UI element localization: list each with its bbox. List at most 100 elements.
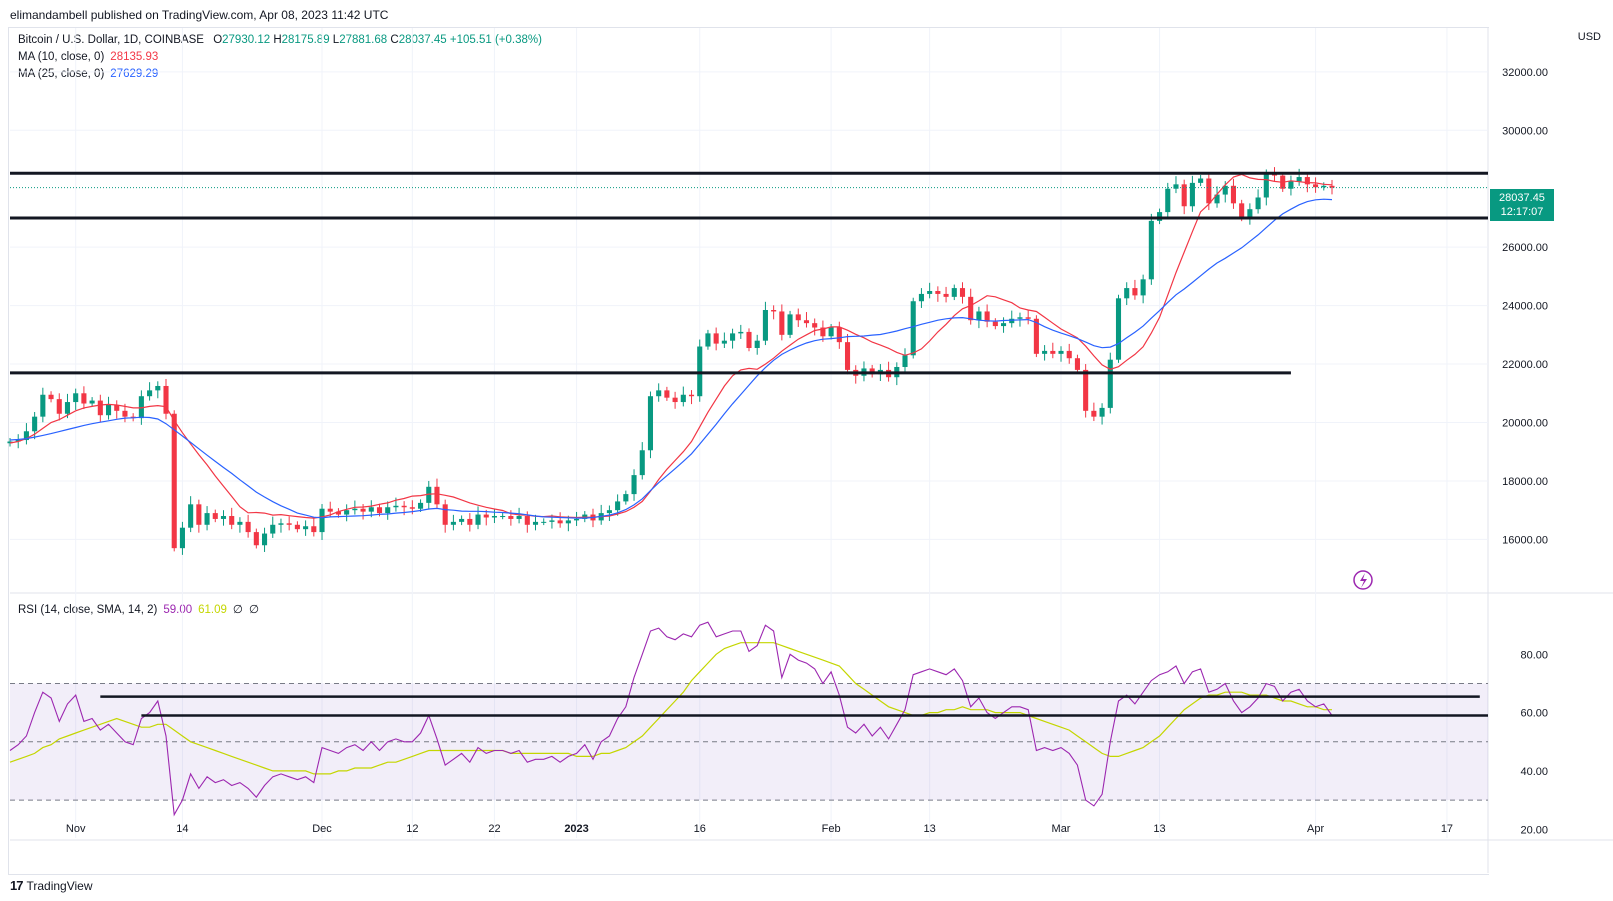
candle (114, 404, 120, 411)
time-tick-label: 22 (488, 823, 500, 835)
symbol-legend[interactable]: Bitcoin / U.S. Dollar, 1D, COINBASE O279… (18, 34, 542, 46)
candle (7, 441, 13, 444)
candle (286, 523, 292, 525)
candle (951, 288, 957, 297)
candle (360, 508, 366, 512)
candle (1058, 350, 1064, 354)
price-tick-label: 30000.00 (1502, 125, 1548, 137)
candle (1033, 318, 1039, 354)
candle (1222, 185, 1228, 195)
ma25-legend[interactable]: MA (25, close, 0) 27629.29 (18, 68, 159, 80)
candle (1165, 188, 1171, 213)
symbol-title: Bitcoin / U.S. Dollar, 1D, COINBASE (18, 34, 204, 46)
candle (409, 507, 415, 509)
candle (795, 314, 801, 321)
candle (196, 504, 202, 525)
candle (1132, 288, 1138, 296)
lightning-icon-glyph (1360, 573, 1367, 588)
candle (442, 504, 448, 525)
candle (327, 508, 333, 512)
candle (500, 516, 506, 518)
candle (261, 533, 268, 546)
candle (319, 508, 325, 533)
candle (97, 400, 103, 416)
candle (1083, 369, 1089, 411)
candle (656, 390, 662, 397)
last-price-tag: 28037.45 12:17:07 (1490, 189, 1554, 221)
candle (984, 311, 990, 322)
time-tick-label: Dec (312, 823, 332, 835)
candle (1198, 178, 1204, 183)
candle (918, 293, 924, 302)
price-tick-label: 24000.00 (1502, 301, 1548, 313)
candle (155, 385, 161, 391)
candle (631, 475, 637, 495)
candle (910, 301, 916, 356)
price-tick-label: 22000.00 (1502, 359, 1548, 371)
candle (89, 400, 95, 404)
candle (1288, 181, 1294, 189)
candle (1050, 350, 1056, 354)
candle (459, 518, 465, 522)
ma10-line (9, 173, 1333, 519)
candle (968, 296, 974, 321)
price-change: +105.51 (+0.38%) (449, 34, 542, 46)
candle (335, 511, 341, 515)
rsi-legend[interactable]: RSI (14, close, SMA, 14, 2) 59.00 61.09 ∅ ∅ (18, 604, 259, 616)
candle (434, 486, 440, 505)
ma10-legend[interactable]: MA (10, close, 0) 28135.93 (18, 51, 159, 63)
candle (40, 394, 46, 417)
candle (475, 514, 481, 525)
candle (606, 510, 612, 514)
candle (1247, 209, 1253, 218)
bar-countdown: 12:17:07 (1500, 206, 1544, 218)
candle (294, 524, 300, 530)
time-tick-label: 13 (924, 823, 936, 835)
candle (516, 516, 522, 519)
candle (771, 310, 777, 312)
candle (1239, 203, 1245, 218)
candle (212, 513, 218, 519)
candle (549, 520, 555, 522)
time-tick-label: 14 (176, 823, 188, 835)
candle (385, 507, 391, 514)
time-tick-label: Mar (1052, 823, 1071, 835)
candle (532, 521, 539, 525)
candle (574, 518, 580, 521)
candle (426, 486, 432, 503)
candle (376, 507, 383, 514)
candle (647, 396, 654, 451)
candle (1214, 194, 1220, 204)
candle (15, 440, 21, 442)
rsi-tick-label: 40.00 (1520, 766, 1548, 778)
candle (1263, 174, 1269, 198)
candle (171, 413, 177, 549)
candle (393, 505, 399, 508)
candle (1230, 185, 1237, 204)
candle (639, 450, 645, 476)
candle (344, 510, 350, 515)
time-tick-label: 13 (1153, 823, 1165, 835)
candle (992, 321, 998, 327)
ohlc-values: O27930.12 H28175.89 L27881.68 C28037.45 … (213, 34, 542, 46)
ma10-value: 28135.93 (110, 51, 159, 63)
candle (147, 390, 153, 397)
candle (1107, 359, 1113, 408)
candle (762, 310, 768, 341)
candle (56, 399, 62, 414)
rsi-tick-label: 60.00 (1520, 708, 1548, 720)
candle (836, 327, 842, 343)
candle (787, 314, 793, 335)
candle (1206, 178, 1212, 204)
candle (1091, 410, 1097, 417)
tradingview-footer[interactable]: 17 TradingView (10, 878, 93, 893)
candle (623, 494, 629, 502)
candle (943, 293, 949, 297)
price-tick-label: 32000.00 (1502, 67, 1548, 79)
candle (615, 501, 621, 511)
tradingview-logo-icon: 17 (10, 878, 24, 893)
candle (48, 394, 54, 400)
time-tick-label: Nov (66, 823, 86, 835)
candle (688, 394, 695, 397)
